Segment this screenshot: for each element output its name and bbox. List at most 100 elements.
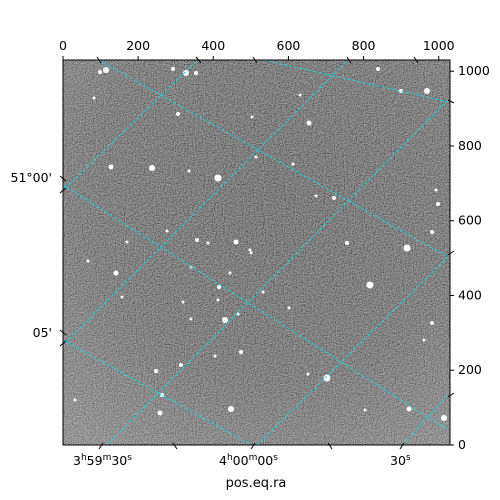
x-tick-label: 200 [126,38,150,53]
star [108,164,114,170]
star [113,270,119,276]
tick-mark [59,340,67,347]
star [424,88,430,94]
y-tick-label: 1000 [458,63,490,78]
star [366,281,374,289]
tick-mark [98,442,104,450]
star [399,89,403,93]
grid-line [63,184,449,431]
star [228,406,234,412]
y-tick-label: 0 [458,437,466,452]
star [103,67,109,73]
y-tick-label: 800 [458,138,482,153]
grid-line [256,256,449,445]
star [216,298,220,302]
star [120,295,124,299]
x-tick-label: 400 [201,38,225,53]
star [239,350,243,354]
star [306,372,310,376]
star [248,248,252,252]
tick-mark [195,56,202,64]
x-tick-label: 0 [59,38,67,53]
plot-frame [62,59,451,446]
star [291,162,295,166]
star [422,338,426,342]
star [154,369,158,373]
y-tick-label: 400 [458,287,482,302]
ra-label-30s: 30s [390,453,411,468]
star [217,285,221,289]
tick-mark [252,56,258,64]
star [332,196,336,200]
star [430,230,434,234]
star [195,238,199,242]
tick-mark [447,250,455,256]
star [171,67,175,71]
star [86,259,90,263]
star [314,194,318,198]
tick-mark [447,392,455,398]
star [181,300,185,304]
tick-mark [413,56,419,64]
ra-label-3h59m30s: 3h59m30s [73,453,132,468]
x-axis-label: pos.eq.ra [226,476,287,491]
star [73,398,77,402]
grid-line [106,99,449,445]
star [157,410,163,416]
grid-line [63,339,253,445]
star [213,354,217,358]
star [434,188,438,192]
star [187,169,191,173]
star-field [73,67,447,421]
grid-line [401,394,449,445]
grid-line [63,60,199,191]
tick-mark [172,442,178,450]
star [92,96,96,100]
star [376,67,380,71]
coordinate-grid [63,60,449,447]
star [249,251,253,255]
tick-mark [250,442,256,450]
tick-mark [327,442,333,450]
star [165,229,169,233]
dec-tick-labels: 51°00' 05' [11,170,53,340]
tick-mark [59,175,67,182]
ra-label-4h00m00s: 4h00m00s [219,453,278,468]
top-pixel-axis: 0 200 400 600 800 1000 [59,38,455,60]
star [298,93,302,97]
grid-line [261,60,449,103]
star [98,70,102,74]
tick-mark [399,442,405,450]
star [403,244,411,252]
star [287,306,291,310]
x-tick-label: 600 [277,38,301,53]
sky-image [63,60,450,445]
star [323,374,331,382]
star [430,321,434,325]
star [363,408,367,412]
grid-line [63,446,98,447]
y-tick-label: 600 [458,213,482,228]
world-tick-marks [59,56,455,450]
star [233,239,239,245]
star [441,415,447,421]
star [236,312,240,316]
tick-mark [96,56,102,64]
tick-mark [346,56,352,64]
x-tick-label: 1000 [423,38,455,53]
star [176,112,180,116]
y-tick-label: 200 [458,362,482,377]
star [206,241,210,245]
tick-mark [447,99,455,104]
grid-line [63,60,349,346]
star [179,363,183,367]
star [194,71,198,75]
star [345,241,349,245]
tick-mark [59,187,67,194]
star [214,174,222,182]
star [189,317,193,321]
star [250,115,254,119]
star [160,393,164,397]
star [183,70,189,76]
